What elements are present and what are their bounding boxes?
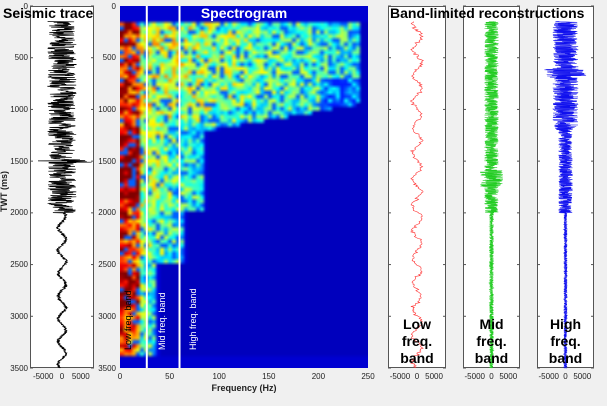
seismic-trace-line — [37, 21, 92, 369]
x-tick-label: 250 — [361, 372, 375, 381]
panel-label-line: High — [549, 316, 582, 332]
y-tick-label: 2000 — [10, 208, 28, 218]
x-tick-label: 50 — [165, 372, 175, 381]
x-tick-label: 0 — [489, 372, 494, 381]
x-tick-label: 100 — [212, 372, 226, 381]
x-tick-label: 150 — [262, 372, 276, 381]
y-tick-label: 3500 — [10, 363, 28, 373]
y-tick-label: 2000 — [98, 208, 116, 218]
low-band-trace-line — [409, 21, 424, 369]
y-tick-label: 0 — [23, 1, 28, 11]
mid-band-trace-line — [480, 21, 503, 369]
panel-label: Low freq. band — [388, 316, 446, 367]
x-tick-label: 5000 — [425, 372, 443, 381]
panel-label-line: Low — [403, 316, 431, 332]
x-tick-label: 5000 — [573, 372, 592, 381]
y-tick-label: 500 — [14, 53, 28, 63]
y-tick-label: 3000 — [10, 311, 28, 321]
panel-label-line: freq. — [476, 333, 507, 349]
x-tick-label: 5000 — [71, 372, 90, 381]
panel-label-line: Mid — [479, 316, 504, 332]
panel-label-line: freq. — [550, 333, 581, 349]
panel-label-line: freq. — [401, 333, 433, 349]
x-tick-label: 0 — [563, 372, 568, 381]
x-tick-label: -5000 — [32, 372, 54, 381]
panel-label-line: band — [548, 350, 583, 366]
panel-label: High freq. band — [537, 316, 594, 367]
high-band-trace-line — [544, 21, 587, 369]
x-tick-label: -5000 — [464, 372, 485, 381]
x-tick-label: 0 — [59, 372, 65, 381]
spectrogram-axes — [120, 6, 368, 368]
band-label: Mid freq. band — [157, 292, 167, 350]
reconstructions-title: Band-limited reconstructions — [390, 5, 585, 21]
spectrogram-heatmap — [120, 6, 368, 368]
y-tick-label: 1500 — [10, 156, 28, 166]
x-tick-label: 0 — [117, 372, 123, 381]
y-tick-label: 2500 — [98, 260, 116, 270]
y-tick-label: 2500 — [10, 260, 28, 270]
seismic-trace-title: Seismic trace — [3, 5, 94, 21]
y-tick-label: 3000 — [98, 311, 116, 321]
band-label: High freq. band — [188, 288, 198, 350]
spectrogram-title: Spectrogram — [200, 5, 288, 21]
x-tick-label: 200 — [311, 372, 326, 381]
panel-label-line: band — [400, 350, 434, 366]
x-tick-label: 5000 — [499, 372, 518, 381]
y-tick-label: 500 — [102, 53, 116, 63]
band-label: Low freq. band — [123, 290, 133, 350]
y-tick-label: 1500 — [98, 156, 116, 166]
y-tick-label: 3500 — [98, 363, 116, 373]
x-tick-label: 0 — [414, 372, 420, 381]
x-axis-label: Frequency (Hz) — [211, 383, 277, 393]
y-axis-label: TWT (ms) — [0, 171, 9, 212]
x-tick-label: -5000 — [538, 372, 559, 381]
y-tick-label: 1000 — [10, 104, 28, 114]
y-tick-label: 0 — [111, 1, 116, 11]
panel-label: Mid freq. band — [463, 316, 520, 367]
x-tick-label: -5000 — [389, 372, 411, 381]
low-band-axes — [388, 6, 446, 368]
panel-label-line: band — [474, 350, 509, 366]
y-tick-label: 1000 — [98, 104, 116, 114]
